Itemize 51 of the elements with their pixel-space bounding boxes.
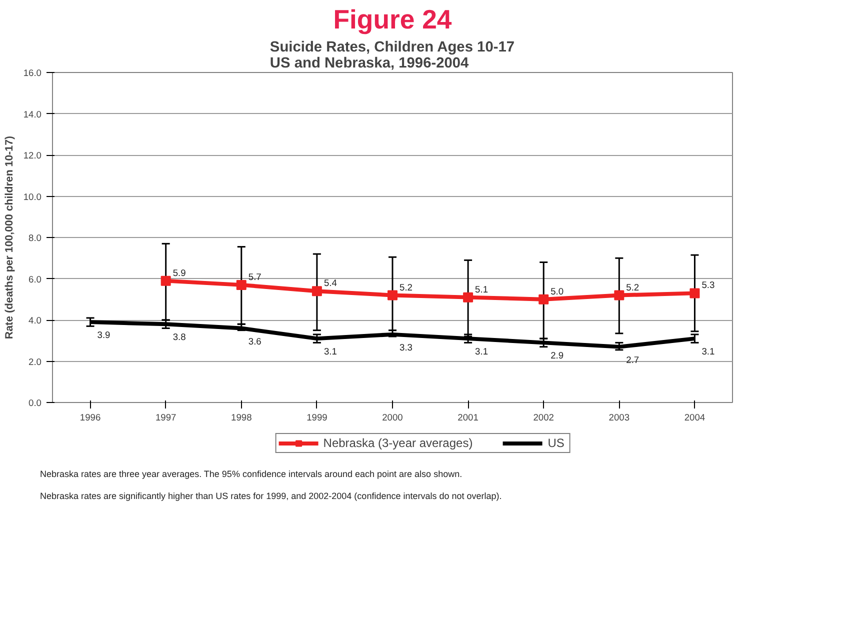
- data-label: 5.0: [550, 286, 564, 296]
- data-label: 3.1: [324, 346, 337, 357]
- data-label: 3.1: [702, 346, 715, 357]
- x-tick-label: 2003: [608, 412, 630, 422]
- x-tick-label: 1997: [155, 412, 176, 422]
- data-label: 3.6: [248, 336, 262, 346]
- legend-label: US: [548, 436, 566, 450]
- data-label: 5.4: [324, 278, 337, 288]
- x-tick-label: 1996: [80, 412, 101, 422]
- chart-title: Suicide Rates, Children Ages 10-17 US and Nebraska, 1996-2004: [270, 40, 515, 72]
- text: Nebraska rates are three year averages. The 95% confidence intervals around each point are also shown.: [40, 468, 462, 480]
- point: [614, 290, 624, 300]
- x-tick-label: 2001: [458, 412, 478, 422]
- data-label: 2.7: [626, 354, 640, 365]
- y-tick-label: 2.0: [28, 356, 42, 367]
- x-tick-label: 2002: [533, 412, 554, 422]
- caption: Figure 24: [333, 4, 452, 34]
- point: [690, 288, 700, 298]
- data-label: 3.9: [97, 330, 110, 340]
- data-label: 5.2: [626, 282, 640, 292]
- x-tick-label: 2004: [684, 412, 706, 422]
- y-tick-label: 4.0: [28, 316, 42, 326]
- y-tick-label: 0.0: [28, 398, 42, 408]
- y-tick-label: 10.0: [23, 192, 42, 202]
- data-label: 5.1: [475, 284, 488, 294]
- data-label: 3.3: [400, 342, 412, 352]
- x-tick-label: 1999: [306, 412, 328, 422]
- y-tick-label: 6.0: [28, 274, 42, 284]
- point: [388, 290, 398, 300]
- point: [312, 286, 322, 296]
- data-label: 5.7: [248, 272, 262, 282]
- point: [160, 276, 171, 286]
- text: Nebraska rates are significantly higher than US rates for 1999, and 2002-2004 (confidence intervals do not overlap).: [40, 490, 502, 502]
- y-tick-label: 14.0: [23, 109, 42, 120]
- data-label: 5.2: [400, 282, 412, 292]
- x-tick-label: 1998: [231, 412, 252, 422]
- y-tick-label: 16.0: [23, 68, 42, 78]
- point: [236, 280, 246, 290]
- line-series: [88, 320, 697, 349]
- data-label: 3.8: [172, 332, 186, 342]
- data-label: 5.3: [702, 280, 715, 290]
- data-label: 2.9: [550, 350, 564, 361]
- legend-label: Nebraska (3-year averages): [323, 436, 473, 450]
- point: [463, 292, 474, 302]
- x-tick-label: 2000: [382, 412, 403, 422]
- y-tick-label: 12.0: [23, 150, 42, 160]
- data-label: 3.1: [475, 346, 488, 357]
- y-tick-label: 8.0: [28, 233, 42, 243]
- data-label: 5.9: [172, 268, 186, 278]
- y-axis-title: Rate (deaths per 100,000 children 10-17): [3, 135, 16, 340]
- point: [538, 294, 549, 304]
